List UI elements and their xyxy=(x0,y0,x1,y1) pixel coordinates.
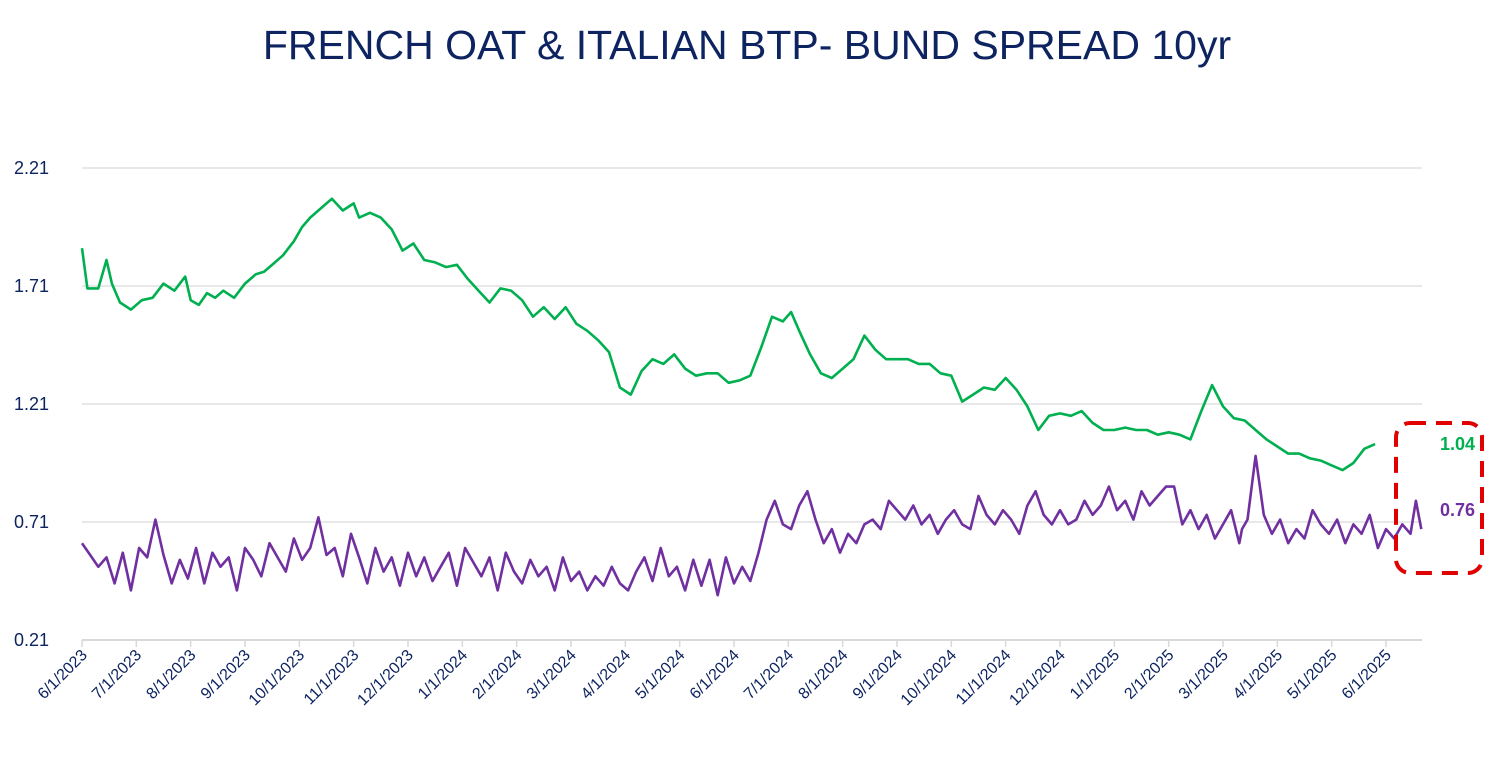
x-tick-label: 2/1/2025 xyxy=(1121,647,1177,703)
x-tick-label: 6/1/2024 xyxy=(687,647,743,703)
x-tick-label: 5/1/2024 xyxy=(632,647,688,703)
chart-title: FRENCH OAT & ITALIAN BTP- BUND SPREAD 10… xyxy=(262,22,1232,68)
end-value-label: 0.76 xyxy=(1440,500,1475,520)
x-tick-label: 10/1/2024 xyxy=(898,647,960,709)
x-tick-label: 11/1/2024 xyxy=(953,647,1015,709)
x-tick-label: 6/1/2025 xyxy=(1339,647,1395,703)
x-tick-label: 1/1/2025 xyxy=(1067,647,1123,703)
series-line-oat xyxy=(80,454,1423,597)
y-tick-label: 0.21 xyxy=(14,630,49,650)
y-tick-label: 1.71 xyxy=(14,276,49,296)
x-tick-label: 4/1/2024 xyxy=(578,647,634,703)
y-tick-label: 2.21 xyxy=(14,158,49,178)
x-tick-label: 5/1/2025 xyxy=(1284,647,1340,703)
x-tick-label: 6/1/2023 xyxy=(35,647,91,703)
x-tick-label: 3/1/2025 xyxy=(1176,647,1232,703)
x-tick-label: 2/1/2024 xyxy=(469,647,525,703)
x-tick-label: 8/1/2023 xyxy=(143,647,199,703)
series-line-btp xyxy=(80,197,1376,472)
x-tick-label: 9/1/2024 xyxy=(850,647,906,703)
x-tick-label: 4/1/2025 xyxy=(1230,647,1286,703)
highlight-box xyxy=(1394,421,1484,575)
end-labels: 1.04 0.76 xyxy=(1440,434,1475,520)
x-tick-label: 12/1/2023 xyxy=(354,647,416,709)
x-tick-label: 8/1/2024 xyxy=(795,647,851,703)
x-tick-label: 3/1/2024 xyxy=(524,647,580,703)
end-value-label: 1.04 xyxy=(1440,434,1475,454)
x-tick-label: 9/1/2023 xyxy=(198,647,254,703)
x-tick-label: 1/1/2024 xyxy=(415,647,471,703)
x-tick-label: 7/1/2023 xyxy=(89,647,145,703)
y-tick-label: 0.71 xyxy=(14,512,49,532)
x-tick-label: 10/1/2023 xyxy=(246,647,308,709)
series-lines xyxy=(80,197,1423,597)
gridlines xyxy=(82,167,1422,641)
x-tick-label: 12/1/2024 xyxy=(1006,647,1068,709)
x-axis: 6/1/20237/1/20238/1/20239/1/202310/1/202… xyxy=(35,640,1395,709)
y-axis-ticks: 2.21 1.71 1.21 0.71 0.21 xyxy=(14,158,49,650)
x-tick-label: 7/1/2024 xyxy=(741,647,797,703)
y-tick-label: 1.21 xyxy=(14,394,49,414)
x-tick-label: 11/1/2023 xyxy=(301,647,363,709)
